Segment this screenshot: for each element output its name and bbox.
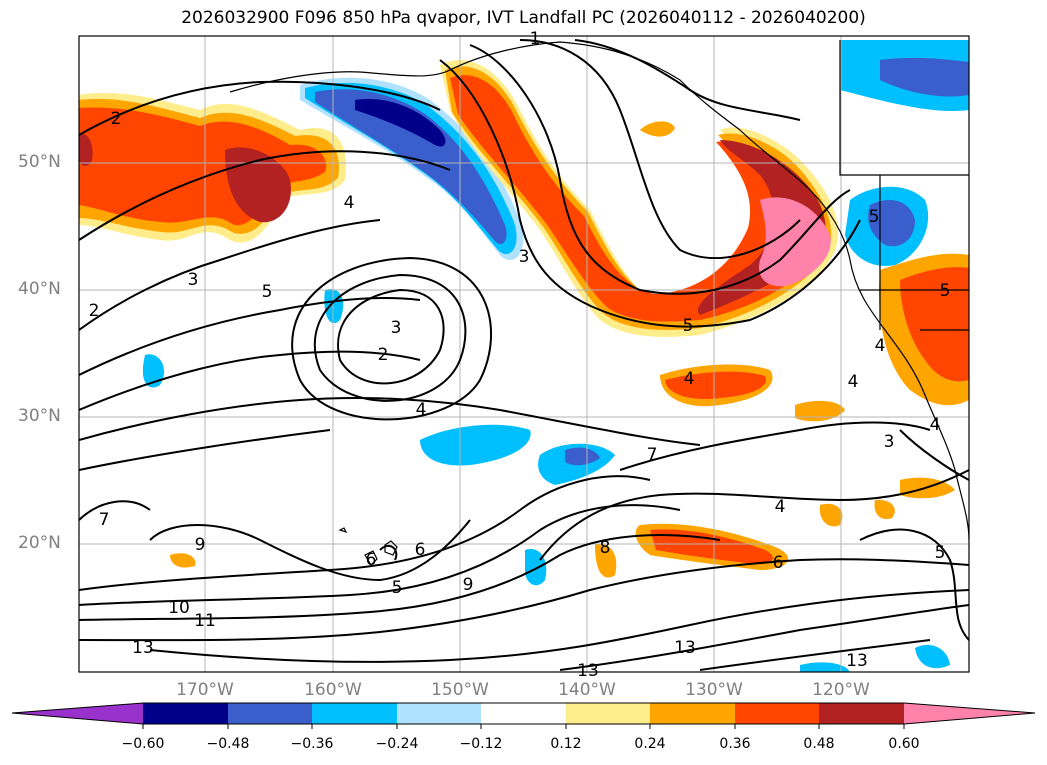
- colorbar-tick-label: 0.60: [888, 736, 920, 752]
- contour-label: 9: [463, 575, 474, 595]
- colorbar-tick-label: 0.24: [634, 736, 666, 752]
- colorbar-swatch: [397, 703, 481, 724]
- shading-layer: [79, 40, 969, 672]
- contour-label: 6: [415, 540, 426, 560]
- lon-label-140w: 140°W: [558, 680, 616, 700]
- colorbar-swatch: [143, 703, 228, 724]
- contour-label: 1: [530, 29, 541, 49]
- colorbar-swatch: [735, 703, 819, 724]
- contour-label: 13: [674, 638, 696, 658]
- contour-label: 5: [940, 281, 951, 301]
- contour-label: 8: [600, 538, 611, 558]
- lon-label-160w: 160°W: [304, 680, 362, 700]
- lon-label-130w: 130°W: [685, 680, 743, 700]
- colorbar-tick-label: −0.48: [206, 736, 250, 752]
- contour-label: 6: [366, 550, 377, 570]
- gridlines: [79, 36, 969, 672]
- map-title: 2026032900 F096 850 hPa qvapor, IVT Land…: [181, 8, 866, 28]
- colorbar: [11, 702, 1036, 729]
- contour-label: 3: [884, 432, 895, 452]
- lon-label-120w: 120°W: [812, 680, 870, 700]
- contour-label: 2: [89, 301, 100, 321]
- contour-label: 4: [344, 193, 355, 213]
- contour-label: 4: [848, 372, 859, 392]
- colorbar-tick-label: −0.36: [290, 736, 334, 752]
- contour-label: 11: [194, 611, 216, 631]
- contour-label: 2: [378, 345, 389, 365]
- colorbar-tick-label: 0.36: [719, 736, 751, 752]
- lat-label-50n: 50°N: [18, 152, 61, 172]
- contour-label: 6: [773, 553, 784, 573]
- contour-label: 9: [195, 535, 206, 555]
- contour-label: 5: [392, 578, 403, 598]
- contour-lines: [79, 39, 969, 671]
- colorbar-swatch: [481, 703, 566, 724]
- contour-label: 3: [188, 270, 199, 290]
- contour-label: 7: [647, 445, 658, 465]
- contour-label: 4: [775, 497, 786, 517]
- contour-label: 5: [935, 543, 946, 563]
- contour-label: 5: [869, 207, 880, 227]
- lat-label-30n: 30°N: [18, 406, 61, 426]
- contour-label: 4: [684, 369, 695, 389]
- contour-label: 13: [132, 638, 154, 658]
- contour-label: 2: [111, 109, 122, 129]
- contour-label: 3: [391, 318, 402, 338]
- contour-label: 5: [683, 316, 694, 336]
- lat-label-40n: 40°N: [18, 279, 61, 299]
- coastlines: [229, 40, 969, 566]
- colorbar-swatch: [228, 703, 312, 724]
- colorbar-swatch: [312, 703, 397, 724]
- contour-label: 13: [846, 651, 868, 671]
- lon-label-170w: 170°W: [176, 680, 234, 700]
- colorbar-tick-label: 0.48: [803, 736, 835, 752]
- contour-label: 4: [930, 415, 941, 435]
- colorbar-tick-label: −0.12: [459, 736, 503, 752]
- contour-label: 5: [262, 282, 273, 302]
- contour-label: 4: [416, 400, 427, 420]
- lon-label-150w: 150°W: [431, 680, 489, 700]
- contour-label: 4: [875, 336, 886, 356]
- colorbar-swatch: [650, 703, 735, 724]
- colorbar-swatch: [819, 703, 904, 724]
- colorbar-swatch: [566, 703, 650, 724]
- contour-label: 3: [519, 247, 530, 267]
- colorbar-under-triangle: [12, 703, 143, 724]
- colorbar-tick-label: 0.12: [550, 736, 582, 752]
- contour-labels: 2 4 3 5 2 3 2 4 3 5 5 4 4 4 3 7 7 9 6 6 …: [89, 29, 951, 681]
- contour-label: 13: [577, 661, 599, 681]
- colorbar-tick-label: −0.24: [375, 736, 419, 752]
- lat-label-20n: 20°N: [18, 533, 61, 553]
- map-frame: [78, 35, 970, 673]
- colorbar-over-triangle: [904, 703, 1035, 724]
- colorbar-tick-label: −0.60: [121, 736, 165, 752]
- contour-label: 10: [168, 598, 190, 618]
- contour-label: 7: [99, 510, 110, 530]
